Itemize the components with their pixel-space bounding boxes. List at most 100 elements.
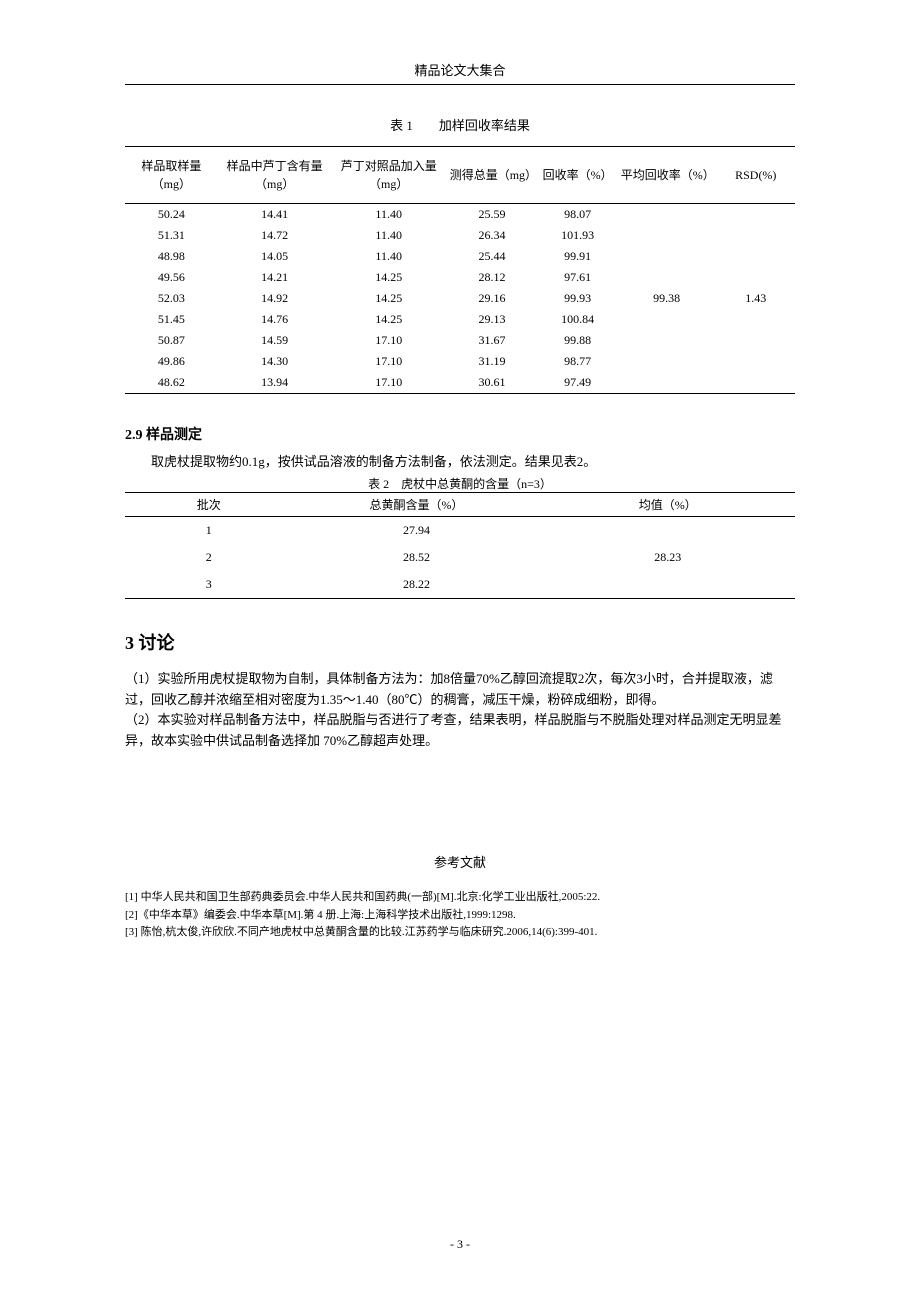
table-row: 50.8714.5917.1031.6799.88 [125, 330, 795, 351]
table-cell: 14.59 [218, 330, 332, 351]
table-cell: 25.59 [446, 204, 539, 226]
table-cell: 101.93 [538, 225, 616, 246]
table2-col-header: 总黄酮含量（%） [293, 492, 541, 516]
table-cell: 27.94 [293, 516, 541, 544]
table-row: 49.8614.3017.1031.1998.77 [125, 351, 795, 372]
references-list: [1] 中华人民共和国卫生部药典委员会.中华人民共和国药典(一部)[M].北京:… [125, 889, 795, 942]
table-cell: 13.94 [218, 372, 332, 394]
table-cell: 31.67 [446, 330, 539, 351]
table-cell: 98.07 [538, 204, 616, 226]
table-cell [540, 516, 795, 544]
table-cell: 31.19 [446, 351, 539, 372]
table1-header-row: 样品取样量（mg） 样品中芦丁含有量（mg） 芦丁对照品加入量（mg） 测得总量… [125, 147, 795, 204]
table-cell: 99.91 [538, 246, 616, 267]
table-cell: 28.22 [293, 571, 541, 599]
table-cell: 14.05 [218, 246, 332, 267]
table-cell: 100.84 [538, 309, 616, 330]
table-cell: 97.61 [538, 267, 616, 288]
table1-col-header: 样品取样量（mg） [125, 147, 218, 204]
table-cell [617, 330, 717, 351]
table-cell [717, 246, 795, 267]
table-cell: 97.49 [538, 372, 616, 394]
section-number: 2.9 [125, 428, 143, 443]
table-cell: 14.92 [218, 288, 332, 309]
table-row: 48.9814.0511.4025.4499.91 [125, 246, 795, 267]
table-cell: 1 [125, 516, 293, 544]
table1-col-header: 样品中芦丁含有量（mg） [218, 147, 332, 204]
page-number: - 3 - [0, 1237, 920, 1252]
table1-col-header: RSD(%) [717, 147, 795, 204]
table-cell: 14.25 [332, 288, 446, 309]
section-3-p2: （2）本实验对样品制备方法中，样品脱脂与否进行了考查，结果表明，样品脱脂与不脱脂… [125, 710, 795, 752]
table-cell: 50.87 [125, 330, 218, 351]
section-text: 讨论 [134, 633, 175, 653]
table-cell: 14.72 [218, 225, 332, 246]
table-cell: 29.13 [446, 309, 539, 330]
table-cell [617, 204, 717, 226]
table2-col-header: 批次 [125, 492, 293, 516]
table-cell [717, 372, 795, 394]
table-cell [617, 225, 717, 246]
table1: 样品取样量（mg） 样品中芦丁含有量（mg） 芦丁对照品加入量（mg） 测得总量… [125, 146, 795, 394]
section-number: 3 [125, 633, 134, 653]
table-row: 51.3114.7211.4026.34101.93 [125, 225, 795, 246]
table-cell: 3 [125, 571, 293, 599]
section-3-p1: （1）实验所用虎杖提取物为自制，具体制备方法为：加8倍量70%乙醇回流提取2次，… [125, 669, 795, 711]
table-cell: 50.24 [125, 204, 218, 226]
table2: 批次 总黄酮含量（%） 均值（%） 127.94228.5228.23328.2… [125, 492, 795, 599]
table-cell: 17.10 [332, 330, 446, 351]
table-cell: 14.25 [332, 309, 446, 330]
table2-body: 127.94228.5228.23328.22 [125, 516, 795, 598]
table-cell [717, 351, 795, 372]
table-cell: 51.45 [125, 309, 218, 330]
table-cell: 17.10 [332, 351, 446, 372]
table-cell [717, 267, 795, 288]
table-cell [717, 225, 795, 246]
table-cell: 14.76 [218, 309, 332, 330]
table1-col-header: 芦丁对照品加入量（mg） [332, 147, 446, 204]
reference-item: [2]《中华本草》编委会.中华本草[M].第 4 册.上海:上海科学技术出版社,… [125, 907, 795, 925]
table-cell: 11.40 [332, 204, 446, 226]
table-cell [617, 351, 717, 372]
table-cell: 29.16 [446, 288, 539, 309]
table1-col-header: 回收率（%） [538, 147, 616, 204]
table-cell [717, 204, 795, 226]
table-cell: 48.62 [125, 372, 218, 394]
table-row: 48.6213.9417.1030.6197.49 [125, 372, 795, 394]
table-cell: 48.98 [125, 246, 218, 267]
table-cell [617, 309, 717, 330]
table-cell: 52.03 [125, 288, 218, 309]
table-cell: 14.41 [218, 204, 332, 226]
table1-body: 50.2414.4111.4025.5998.0751.3114.7211.40… [125, 204, 795, 394]
table-cell: 14.30 [218, 351, 332, 372]
reference-item: [3] 陈怡,杭太俊,许欣欣.不同产地虎杖中总黄酮含量的比较.江苏药学与临床研究… [125, 924, 795, 942]
table-row: 49.5614.2114.2528.1297.61 [125, 267, 795, 288]
table-cell: 11.40 [332, 246, 446, 267]
table-cell: 30.61 [446, 372, 539, 394]
table-cell [540, 571, 795, 599]
table-cell: 17.10 [332, 372, 446, 394]
table-cell: 49.56 [125, 267, 218, 288]
table-cell: 26.34 [446, 225, 539, 246]
table2-col-header: 均值（%） [540, 492, 795, 516]
table-cell: 2 [125, 544, 293, 571]
section-text: 样品测定 [143, 428, 203, 443]
table2-caption: 表 2 虎杖中总黄酮的含量（n=3） [125, 475, 795, 492]
table-cell [717, 309, 795, 330]
table-cell: 14.25 [332, 267, 446, 288]
table-row: 52.0314.9214.2529.1699.9399.381.43 [125, 288, 795, 309]
page-header: 精品论文大集合 [125, 60, 795, 85]
section-2-9-body: 取虎杖提取物约0.1g，按供试品溶液的制备方法制备，依法测定。结果见表2。 [125, 452, 795, 473]
table-row: 50.2414.4111.4025.5998.07 [125, 204, 795, 226]
table-cell [717, 330, 795, 351]
table-cell [617, 372, 717, 394]
table-cell: 98.77 [538, 351, 616, 372]
table-cell: 51.31 [125, 225, 218, 246]
table-cell: 28.12 [446, 267, 539, 288]
table-cell: 99.93 [538, 288, 616, 309]
table-row: 51.4514.7614.2529.13100.84 [125, 309, 795, 330]
references-title: 参考文献 [125, 852, 795, 871]
table-cell-avg-recovery: 99.38 [617, 288, 717, 309]
table-cell: 99.88 [538, 330, 616, 351]
table-cell [617, 246, 717, 267]
